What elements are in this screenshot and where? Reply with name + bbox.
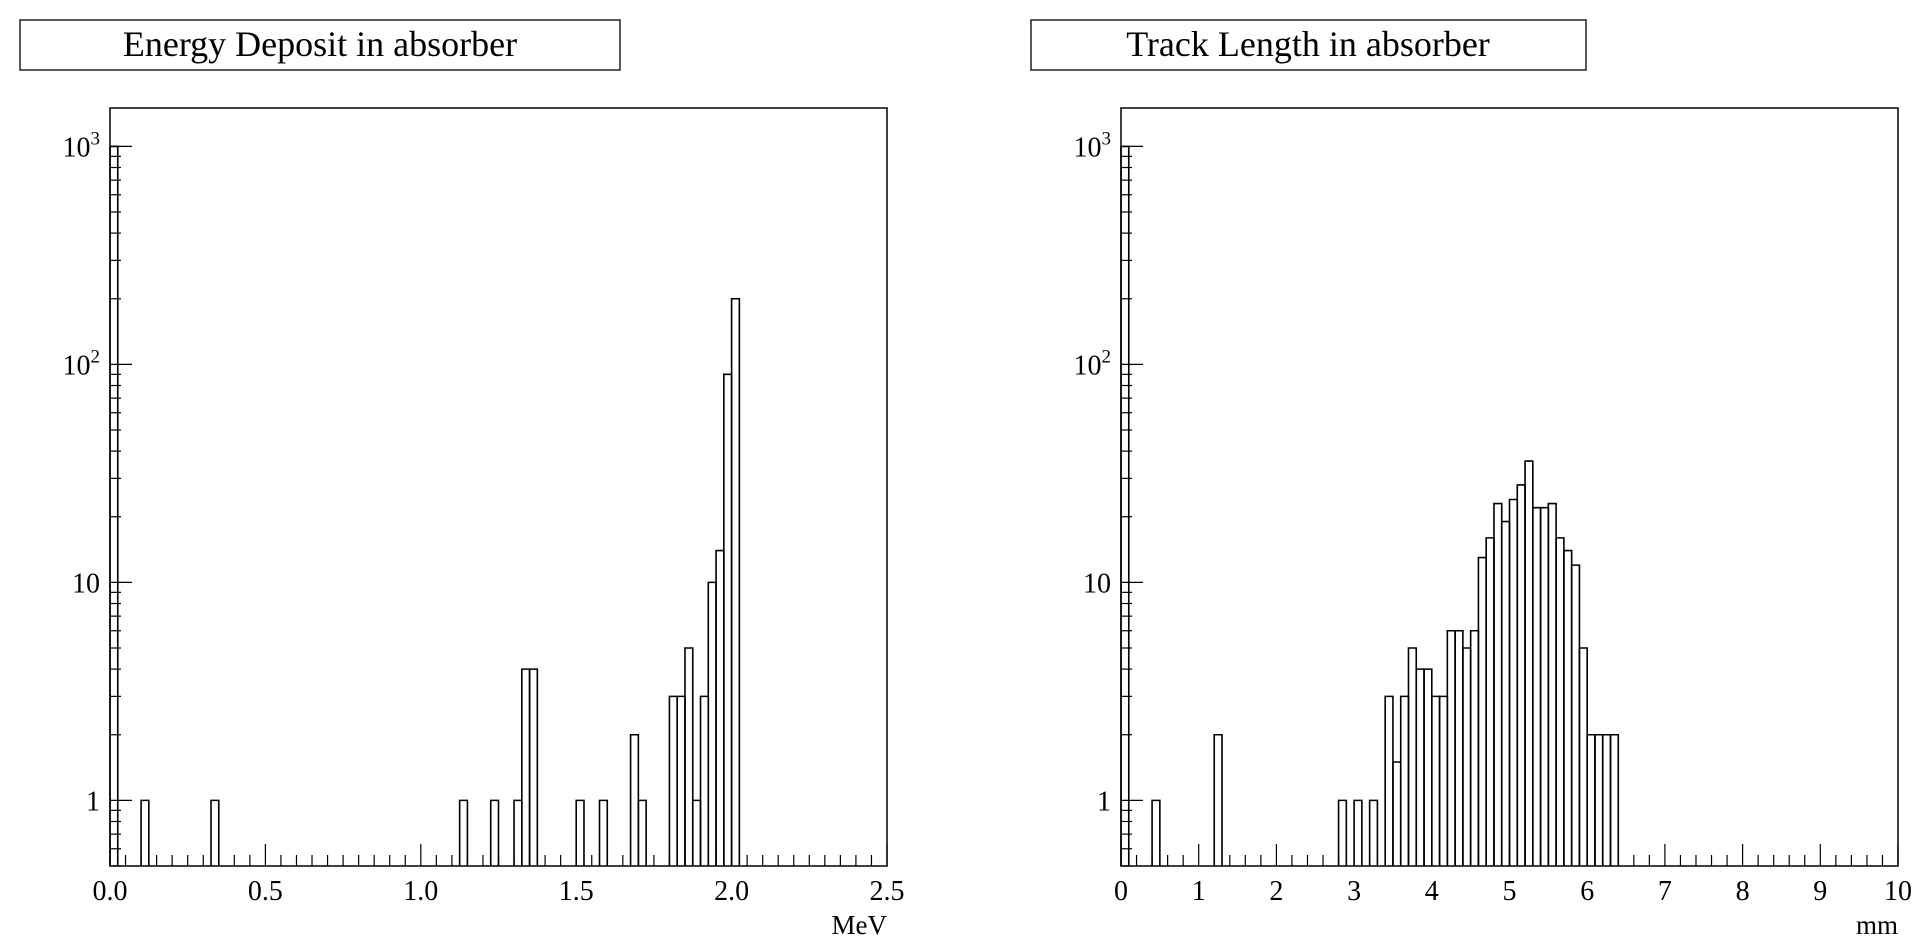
energy-deposit-histogram-bin [730, 297, 741, 866]
track-length-x-tick-label: 1 [1192, 876, 1206, 907]
track-length-histogram-bin [1547, 502, 1557, 866]
track-length-histogram-bin [1516, 484, 1526, 866]
track-length-histogram-bin [1586, 733, 1596, 866]
energy-deposit-x-axis-label: MeV [832, 910, 888, 940]
energy-deposit-histogram-bin [575, 799, 585, 866]
track-length-y-tick-label: 102 [1074, 346, 1112, 381]
energy-deposit-histogram-bin [513, 799, 523, 866]
track-length-histogram-bin [1477, 556, 1487, 866]
track-length-y-tick-label: 1 [1097, 786, 1111, 817]
track-length-y-tick-label: 10 [1083, 568, 1111, 599]
energy-deposit-histogram-bin [684, 647, 694, 866]
energy-deposit-y-tick-label: 1 [86, 786, 100, 817]
track-length-histogram-bin [1438, 695, 1449, 866]
track-length-histogram-bin [1532, 506, 1542, 866]
energy-deposit-y-tick-label: 102 [63, 346, 101, 381]
track-length-histogram-bin [1213, 733, 1223, 866]
track-length-histogram-bin [1462, 647, 1472, 866]
track-length-title: Track Length in absorber [1126, 24, 1490, 64]
energy-deposit-histogram-bin [140, 799, 150, 866]
energy-deposit-histogram-bin [637, 799, 647, 866]
energy-deposit-y-tick-label: 10 [72, 568, 100, 599]
track-length-histogram-bin [1120, 145, 1130, 866]
track-length-histogram-bin [1454, 629, 1464, 866]
track-length-x-tick-label: 3 [1347, 876, 1361, 907]
energy-deposit-title-box [19, 19, 621, 71]
track-length-histogram-bin [1368, 799, 1379, 866]
track-length-histogram-bin [1399, 695, 1410, 866]
energy-deposit-histogram-bin [715, 549, 725, 866]
track-length-x-tick-label: 6 [1580, 876, 1594, 907]
energy-deposit-x-tick-label: 0.5 [248, 876, 283, 907]
track-length-histogram-bin [1500, 520, 1511, 866]
energy-deposit-histogram-bin [458, 799, 469, 866]
energy-deposit-x-tick-label: 1.5 [559, 876, 594, 907]
energy-deposit-histogram-bin [723, 373, 733, 866]
energy-deposit-x-tick-label: 2.5 [870, 876, 905, 907]
track-length-histogram-bin [1508, 498, 1519, 866]
track-length-title-box [1030, 19, 1587, 71]
track-length-histogram-bin [1415, 668, 1425, 866]
track-length-histogram-bin [1446, 629, 1456, 866]
track-length-histogram-bin [1407, 647, 1418, 866]
track-length-histogram-bin [1578, 647, 1588, 866]
track-length-x-tick-label: 9 [1813, 876, 1827, 907]
energy-deposit-x-tick-label: 1.0 [403, 876, 438, 907]
track-length-histogram-bin [1151, 799, 1161, 866]
energy-deposit-histogram-bin [210, 799, 220, 866]
track-length-x-tick-label: 5 [1503, 876, 1517, 907]
track-length-histogram-bin [1493, 502, 1503, 866]
track-length-histogram-bin [1423, 668, 1433, 866]
energy-deposit-histogram-bin [109, 145, 119, 866]
energy-deposit-histogram-bin [707, 581, 717, 866]
track-length-histogram-bin [1609, 733, 1620, 866]
track-length-histogram-bin [1485, 537, 1495, 866]
energy-deposit-title: Energy Deposit in absorber [123, 24, 517, 64]
energy-deposit-histogram-bin [629, 733, 640, 866]
energy-deposit-histogram-bin [668, 695, 679, 866]
track-length-histogram-bin [1431, 695, 1441, 866]
energy-deposit-x-tick-label: 0.0 [93, 876, 128, 907]
track-length-x-tick-label: 10 [1884, 876, 1912, 907]
track-length-x-tick-label: 4 [1425, 876, 1439, 907]
track-length-histogram-bin [1563, 549, 1573, 866]
energy-deposit-panel: Energy Deposit in absorber MeV 0.0 0.5 1.0… [19, 19, 905, 940]
energy-deposit-plot-frame [109, 107, 888, 867]
track-length-histogram-bin [1539, 506, 1550, 866]
track-length-x-axis-label: mm [1856, 910, 1898, 940]
track-length-histogram-bin [1353, 799, 1363, 866]
energy-deposit-histogram-bin [521, 668, 531, 866]
track-length-histogram-bin [1601, 733, 1612, 866]
energy-deposit-histogram-bin [598, 799, 609, 866]
track-length-panel: Track Length in absorber mm 0 1 2 3 4 5 6 7 8 9 10… [1030, 19, 1912, 940]
track-length-histogram-bin [1469, 629, 1480, 866]
track-length-histogram-bin [1555, 537, 1565, 866]
track-length-histogram-bin [1384, 695, 1394, 866]
energy-deposit-histogram-bin [699, 695, 710, 866]
track-length-x-tick-label: 2 [1269, 876, 1283, 907]
track-length-histogram-bin [1524, 460, 1534, 866]
energy-deposit-histogram-bin [676, 695, 686, 866]
track-length-histogram-bin [1570, 564, 1581, 866]
track-length-y-tick-label: 103 [1074, 128, 1112, 163]
energy-deposit-histogram-bin [528, 668, 539, 866]
energy-deposit-histogram-bin [691, 799, 702, 866]
energy-deposit-x-tick-label: 2.0 [714, 876, 749, 907]
track-length-x-tick-label: 8 [1736, 876, 1750, 907]
track-length-histogram-bin [1337, 799, 1348, 866]
energy-deposit-histogram-bin [489, 799, 500, 866]
track-length-histogram-bin [1392, 761, 1402, 866]
track-length-x-tick-label: 0 [1114, 876, 1128, 907]
energy-deposit-y-tick-label: 103 [63, 128, 101, 163]
track-length-x-tick-label: 7 [1658, 876, 1672, 907]
track-length-histogram-bin [1594, 733, 1604, 866]
